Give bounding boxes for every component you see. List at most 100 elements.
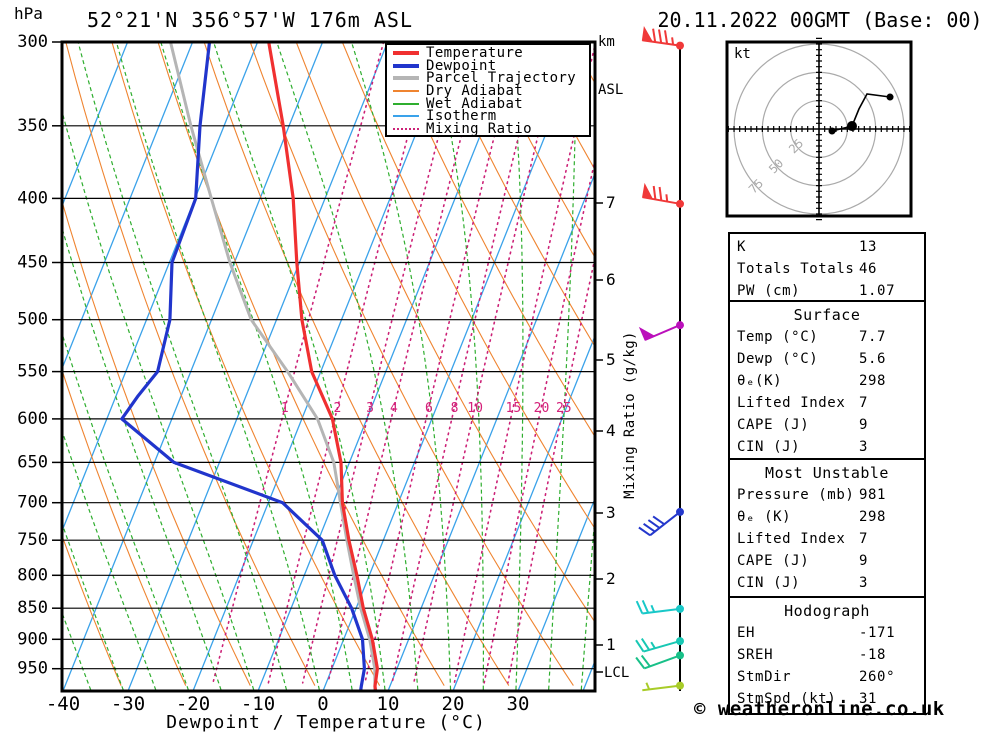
- stat-value: 7.7: [859, 329, 887, 345]
- stat-label: Pressure (mb): [737, 487, 855, 503]
- stat-row: Pressure (mb) 981: [737, 484, 917, 506]
- svg-text:5: 5: [606, 350, 616, 369]
- svg-text:1: 1: [606, 635, 616, 654]
- wind-station-dot: [676, 604, 684, 613]
- svg-text:850: 850: [17, 598, 48, 618]
- stat-value: 298: [859, 509, 887, 525]
- stat-row: Lifted Index 7: [737, 528, 917, 550]
- svg-text:7: 7: [606, 193, 616, 212]
- wind-station-dot: [676, 41, 684, 50]
- wind-barb: [635, 637, 684, 653]
- stat-value: 7: [859, 395, 869, 411]
- stat-spacer: [791, 506, 859, 528]
- legend-label: Mixing Ratio: [426, 120, 532, 137]
- stat-label: StmDir: [737, 669, 792, 685]
- wind-barb: [642, 681, 684, 692]
- pressure-unit-label: hPa: [14, 4, 43, 23]
- legend-label: Dewpoint: [426, 57, 497, 74]
- wind-station-dot: [676, 637, 684, 646]
- stat-value: -18: [859, 647, 887, 663]
- legend-swatch-mixing-ratio: [393, 127, 419, 130]
- legend-swatch-dry-adiabat: [393, 90, 419, 93]
- stat-value: 3: [859, 575, 869, 591]
- wind-barb-column: [635, 25, 684, 692]
- hodograph-trace-dot: [886, 93, 894, 101]
- svg-text:550: 550: [17, 362, 48, 382]
- stat-value: 46: [859, 261, 878, 277]
- stat-spacer: [791, 666, 859, 688]
- stat-value: 9: [859, 553, 869, 569]
- stat-spacer: [818, 326, 859, 348]
- svg-text:10: 10: [467, 401, 483, 416]
- stat-spacer: [800, 436, 859, 458]
- svg-text:600: 600: [17, 409, 48, 429]
- svg-text:700: 700: [17, 493, 48, 513]
- info-panel-most-unstable: Most Unstable Pressure (mb) 981 θₑ (K) 298 Li…: [728, 458, 926, 599]
- stat-spacer: [773, 644, 859, 666]
- legend-swatch-wet-adiabat: [393, 102, 419, 105]
- svg-text:15: 15: [506, 401, 522, 416]
- stat-label: CIN (J): [737, 439, 801, 455]
- chart-legend: Temperature Dewpoint Parcel Trajectory Dry …: [385, 43, 591, 137]
- stat-row: Lifted Index 7: [737, 392, 917, 414]
- legend-item: Parcel Trajectory: [391, 70, 589, 87]
- stat-value: 31: [859, 691, 878, 707]
- svg-text:25: 25: [556, 401, 572, 416]
- legend-label: Parcel Trajectory: [426, 70, 577, 87]
- stat-label: Temp (°C): [737, 329, 819, 345]
- stat-value: 7: [859, 531, 869, 547]
- hodograph-trace-dot: [846, 121, 857, 132]
- legend-swatch-temperature: [393, 51, 419, 56]
- wind-station-dot: [676, 651, 684, 660]
- site-credit: © weatheronline.co.uk: [694, 698, 945, 720]
- stat-value: 260°: [859, 669, 896, 685]
- svg-text:350: 350: [17, 116, 48, 136]
- wind-station-dot: [676, 321, 684, 330]
- stat-value: 981: [859, 487, 887, 503]
- isotherm-lines: [62, 42, 595, 691]
- wind-barb: [635, 599, 684, 615]
- dewpoint-curve: [120, 42, 366, 691]
- wind-barb: [638, 507, 684, 537]
- stat-spacer: [800, 280, 859, 302]
- svg-text:20: 20: [534, 401, 550, 416]
- stat-value: 3: [859, 439, 869, 455]
- altitude-unit-label: km ASL: [598, 2, 632, 130]
- stat-row: CIN (J) 3: [737, 436, 917, 458]
- stat-spacer: [755, 622, 859, 644]
- wind-station-dot: [676, 199, 684, 208]
- altitude-axis-labels: 7 6 5 4 3 2 1: [595, 193, 616, 673]
- svg-text:-40: -40: [46, 693, 80, 715]
- mixing-ratio-lines: [212, 42, 595, 684]
- legend-item: Wet Adiabat: [391, 97, 589, 111]
- svg-text:-10: -10: [241, 693, 275, 715]
- wind-station-dot: [676, 681, 684, 690]
- stat-label: Totals Totals: [737, 261, 855, 277]
- stat-label: Lifted Index: [737, 531, 846, 547]
- parcel-trajectory-curve: [169, 42, 377, 691]
- stat-spacer: [782, 370, 859, 392]
- wet-adiabat-lines: [62, 42, 595, 691]
- stat-spacer: [818, 348, 859, 370]
- svg-text:4: 4: [390, 401, 398, 416]
- stat-label: SREH: [737, 647, 774, 663]
- svg-text:300: 300: [17, 32, 48, 52]
- legend-label: Temperature: [426, 45, 524, 62]
- svg-text:0: 0: [317, 693, 328, 715]
- legend-item: Dewpoint: [391, 57, 589, 74]
- stat-row: StmSpd (kt) 31: [737, 688, 917, 710]
- stat-label: θₑ (K): [737, 509, 792, 525]
- legend-label: Dry Adiabat: [426, 83, 524, 100]
- stat-value: 13: [859, 239, 878, 255]
- stat-row: CIN (J) 3: [737, 572, 917, 594]
- svg-text:-30: -30: [111, 693, 145, 715]
- svg-text:400: 400: [17, 188, 48, 208]
- stat-row: CAPE (J) 9: [737, 550, 917, 572]
- legend-swatch-parcel-trajectory: [393, 76, 419, 81]
- stat-row: EH -171: [737, 622, 917, 644]
- legend-swatch-dewpoint: [393, 63, 419, 68]
- svg-text:750: 750: [17, 530, 48, 550]
- plot-border: [60, 40, 597, 693]
